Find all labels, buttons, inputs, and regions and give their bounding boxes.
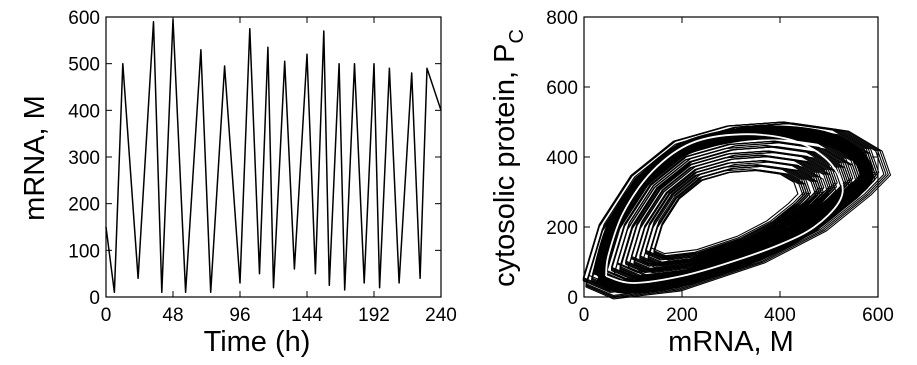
phase-plane-y-label: cytosolic protein, PC [489,29,528,287]
trajectory-line [650,168,799,255]
phase-plane-y-tick-label: 200 [546,218,578,239]
trajectory-line [619,146,844,276]
trajectory-line [639,160,818,264]
trajectory-line [641,161,829,270]
phase-plane-x-tick-label: 0 [579,305,590,326]
time-series-x-tick-label: 96 [229,305,250,326]
phase-plane-y-tick-label: 600 [546,78,578,99]
trajectory-line [610,141,847,277]
time-series-x-tick-label: 144 [291,305,323,326]
time-series-y-tick-label: 500 [68,55,100,76]
time-series-ticks: 0 48 96 144 192 240 0 100 200 300 400 500 600 [68,8,457,326]
time-series-lines [105,18,442,294]
time-series-y-tick-label: 400 [68,101,100,122]
time-series-line [105,18,442,294]
time-series-frame [105,16,442,298]
phase-plane-panel: cytosolic protein, PC mRNA, M 0 200 400 600… [489,8,894,358]
time-series-y-label: mRNA, M [19,95,51,221]
time-series-x-tick-label: 0 [101,305,112,326]
time-series-y-tick-label: 100 [68,241,100,262]
phase-plane-x-tick-label: 600 [862,305,894,326]
phase-plane-lines [582,121,892,300]
phase-plane-y-tick-label: 400 [546,148,578,169]
phase-plane-x-label: mRNA, M [668,326,794,358]
trajectory-line [653,169,804,258]
phase-plane-frame [583,16,879,298]
trajectory-line [630,154,821,265]
time-series-y-tick-label: 0 [89,288,100,309]
phase-plane-y-label-main: cytosolic protein, P [489,44,521,287]
time-series-y-tick-label: 600 [68,8,100,29]
phase-plane-y-tick-label: 0 [567,288,578,309]
trajectory-line [645,164,805,257]
limit-cycle-line [605,133,844,284]
time-series-panel: mRNA, M Time (h) 0 48 96 144 192 240 0 100 200 30… [19,8,457,358]
time-series-x-tick-label: 48 [162,305,183,326]
phase-plane-x-tick-label: 400 [764,305,796,326]
phase-plane-y-label-subscript: C [506,29,528,43]
phase-plane-y-tick-label: 800 [546,8,578,29]
trajectory-line [647,165,817,264]
time-series-x-tick-label: 240 [425,305,457,326]
time-series-x-tick-label: 192 [358,305,390,326]
time-series-y-tick-label: 200 [68,195,100,216]
phase-plane-ticks: 0 200 400 600 0 200 400 600 800 [546,8,894,326]
trajectory-line [625,150,831,270]
time-series-y-tick-label: 300 [68,148,100,169]
time-series-x-label: Time (h) [204,326,311,358]
phase-plane-x-tick-label: 200 [666,305,698,326]
trajectory-line [633,156,830,270]
